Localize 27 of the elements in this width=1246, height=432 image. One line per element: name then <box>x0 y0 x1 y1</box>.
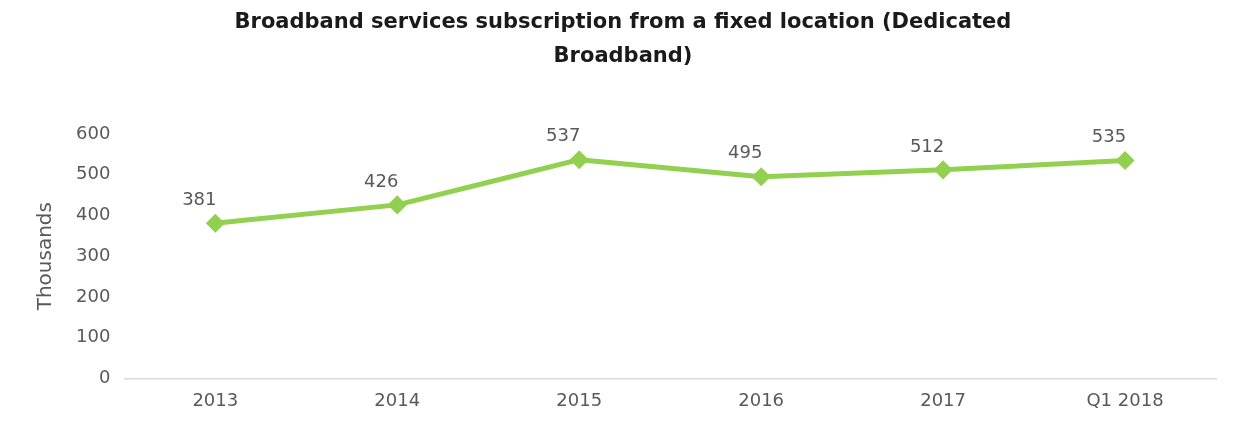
y-tick-label: 600 <box>76 121 111 143</box>
y-axis-title: Thousands <box>32 202 57 312</box>
x-tick-label: Q1 2018 <box>1086 388 1164 410</box>
point <box>1116 151 1134 169</box>
y-tick-label: 300 <box>76 243 111 265</box>
point <box>752 168 770 186</box>
y-tick-label: 100 <box>76 325 111 347</box>
y-tick-label: 0 <box>98 366 111 388</box>
x-tick-label: 2016 <box>738 388 785 410</box>
chart-title: Broadband services subscription from a fixed location (Dedicated Broadband) <box>233 8 1013 69</box>
y-tick-label: 500 <box>76 162 111 184</box>
x-tick-label: 2017 <box>920 388 966 410</box>
x-tick-label: 2014 <box>374 388 421 410</box>
data-label: 495 <box>727 141 763 163</box>
data-label: 512 <box>909 134 945 156</box>
y-tick-label: 200 <box>76 284 111 306</box>
point <box>206 214 224 232</box>
point <box>934 161 952 179</box>
x-tick-label: 2015 <box>556 388 603 410</box>
point <box>388 196 406 214</box>
x-tick-label: 2013 <box>192 388 239 410</box>
y-tick-label: 400 <box>76 203 111 225</box>
data-label: 537 <box>546 124 581 146</box>
data-label: 535 <box>1091 125 1127 147</box>
point <box>570 151 588 169</box>
data-label: 426 <box>364 169 399 191</box>
data-label: 381 <box>182 187 217 209</box>
